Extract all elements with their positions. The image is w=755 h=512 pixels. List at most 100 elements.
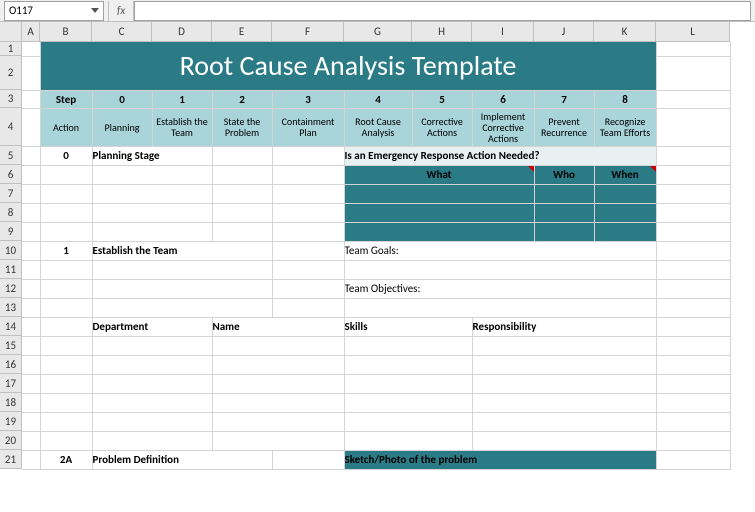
cell[interactable] <box>92 203 212 222</box>
what-cell[interactable] <box>344 222 534 241</box>
row-header[interactable]: 9 <box>0 222 22 241</box>
cell[interactable] <box>344 298 656 317</box>
row-header[interactable]: 15 <box>0 336 22 355</box>
dept-cell[interactable] <box>92 431 212 450</box>
cell[interactable] <box>92 222 212 241</box>
row-header[interactable]: 18 <box>0 393 22 412</box>
col-header-k[interactable]: K <box>594 22 656 42</box>
dept-cell[interactable] <box>92 374 212 393</box>
cell[interactable] <box>212 222 272 241</box>
when-cell[interactable] <box>594 222 656 241</box>
row-header[interactable]: 5 <box>0 146 22 165</box>
skills-cell[interactable] <box>344 355 472 374</box>
col-header-j[interactable]: J <box>534 22 594 42</box>
name-cell[interactable] <box>212 374 344 393</box>
row-header[interactable]: 20 <box>0 431 22 450</box>
resp-cell[interactable] <box>472 336 656 355</box>
name-box-dropdown-icon[interactable] <box>91 8 99 13</box>
cell[interactable] <box>40 260 92 279</box>
when-cell[interactable] <box>594 203 656 222</box>
resp-cell[interactable] <box>472 412 656 431</box>
dept-cell[interactable] <box>92 412 212 431</box>
cell[interactable] <box>272 165 344 184</box>
row-header[interactable]: 19 <box>0 412 22 431</box>
col-header-g[interactable]: G <box>344 22 412 42</box>
cell[interactable] <box>40 393 92 412</box>
row-header[interactable]: 4 <box>0 108 22 146</box>
cell[interactable] <box>272 260 344 279</box>
cell[interactable] <box>272 298 344 317</box>
cell[interactable] <box>40 279 92 298</box>
col-header-c[interactable]: C <box>92 22 152 42</box>
resp-cell[interactable] <box>472 431 656 450</box>
skills-cell[interactable] <box>344 431 472 450</box>
cell[interactable] <box>40 355 92 374</box>
cell[interactable] <box>212 146 272 165</box>
row-header[interactable]: 16 <box>0 355 22 374</box>
cell[interactable] <box>92 165 212 184</box>
row-header[interactable]: 6 <box>0 165 22 184</box>
cell[interactable] <box>272 450 344 469</box>
name-cell[interactable] <box>212 393 344 412</box>
name-cell[interactable] <box>212 336 344 355</box>
row-header[interactable]: 8 <box>0 203 22 222</box>
row-header[interactable]: 1 <box>0 42 22 56</box>
resp-cell[interactable] <box>472 355 656 374</box>
col-header-l[interactable]: L <box>656 22 730 42</box>
who-cell[interactable] <box>534 184 594 203</box>
col-header-h[interactable]: H <box>412 22 472 42</box>
cell[interactable] <box>272 184 344 203</box>
name-cell[interactable] <box>212 412 344 431</box>
cell[interactable] <box>272 222 344 241</box>
cell[interactable] <box>40 222 92 241</box>
who-cell[interactable] <box>534 222 594 241</box>
skills-cell[interactable] <box>344 336 472 355</box>
when-cell[interactable] <box>594 184 656 203</box>
col-header-b[interactable]: B <box>40 22 92 42</box>
skills-cell[interactable] <box>344 393 472 412</box>
cell[interactable] <box>272 241 344 260</box>
cell[interactable] <box>40 431 92 450</box>
formula-input[interactable] <box>134 1 751 21</box>
cell[interactable] <box>92 279 272 298</box>
row-header[interactable]: 12 <box>0 279 22 298</box>
cell[interactable] <box>272 203 344 222</box>
dept-cell[interactable] <box>92 393 212 412</box>
cell[interactable] <box>92 260 272 279</box>
fx-label[interactable]: fx <box>108 1 134 21</box>
resp-cell[interactable] <box>472 393 656 412</box>
who-cell[interactable] <box>534 203 594 222</box>
skills-cell[interactable] <box>344 412 472 431</box>
col-header-e[interactable]: E <box>212 22 272 42</box>
row-header[interactable]: 13 <box>0 298 22 317</box>
cell[interactable] <box>212 203 272 222</box>
row-header[interactable]: 17 <box>0 374 22 393</box>
cell[interactable] <box>344 260 656 279</box>
name-cell[interactable] <box>212 355 344 374</box>
cell[interactable] <box>92 298 272 317</box>
col-header-f[interactable]: F <box>272 22 344 42</box>
row-header[interactable]: 10 <box>0 241 22 260</box>
skills-cell[interactable] <box>344 374 472 393</box>
col-header-d[interactable]: D <box>152 22 212 42</box>
cell[interactable] <box>212 184 272 203</box>
name-box[interactable]: O117 <box>4 1 104 21</box>
col-header-i[interactable]: I <box>472 22 534 42</box>
name-cell[interactable] <box>212 431 344 450</box>
cell[interactable] <box>40 374 92 393</box>
row-header[interactable]: 11 <box>0 260 22 279</box>
cell[interactable] <box>40 336 92 355</box>
what-cell[interactable] <box>344 184 534 203</box>
cell[interactable] <box>40 298 92 317</box>
col-header-a[interactable]: A <box>22 22 40 42</box>
what-cell[interactable] <box>344 203 534 222</box>
spreadsheet-cells[interactable]: Root Cause Analysis Template Step 0 1 2 … <box>22 42 755 470</box>
row-header[interactable]: 14 <box>0 317 22 336</box>
cell[interactable] <box>40 203 92 222</box>
dept-cell[interactable] <box>92 336 212 355</box>
select-all-corner[interactable] <box>0 22 22 42</box>
dept-cell[interactable] <box>92 355 212 374</box>
cell[interactable] <box>40 184 92 203</box>
row-header[interactable]: 2 <box>0 56 22 90</box>
row-header[interactable]: 7 <box>0 184 22 203</box>
